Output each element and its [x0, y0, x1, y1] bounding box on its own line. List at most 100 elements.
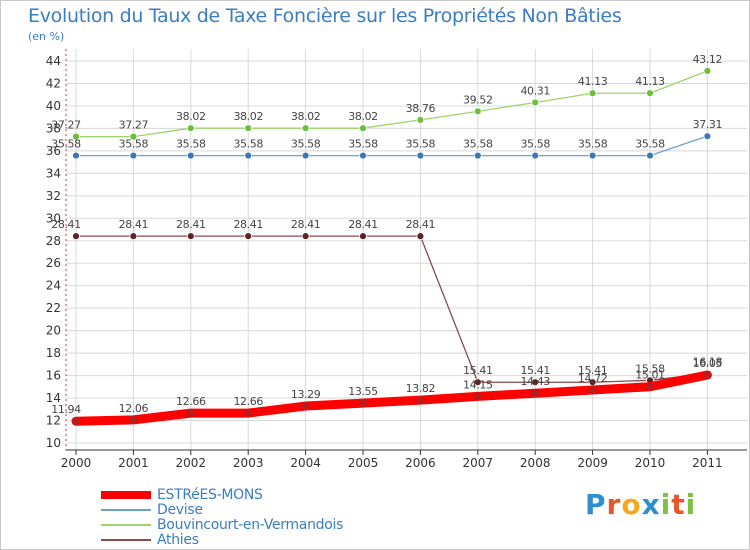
data-label: 28.41 [291, 218, 321, 231]
data-point [244, 151, 253, 160]
data-label: 35.58 [291, 138, 321, 151]
data-label: 37.27 [51, 119, 81, 132]
legend-label: Bouvincourt-en-Vermandois [157, 516, 344, 533]
y-tick-label: 44 [46, 54, 61, 68]
data-point [359, 399, 367, 408]
data-point [359, 232, 367, 241]
legend-label: Athies [157, 531, 199, 548]
data-point [473, 107, 482, 116]
data-point [531, 98, 540, 107]
y-tick-label: 38 [46, 121, 61, 135]
data-point [129, 415, 138, 424]
data-point [72, 417, 80, 426]
y-tick-label: 26 [46, 256, 61, 270]
data-label: 28.41 [233, 218, 263, 231]
data-label: 38.02 [291, 110, 321, 123]
data-label: 15.41 [520, 364, 550, 377]
data-point [646, 151, 654, 160]
x-tick-label: 2000 [61, 456, 92, 470]
data-label: 14.72 [578, 372, 608, 385]
data-point [531, 151, 540, 160]
data-label: 35.58 [348, 138, 378, 151]
data-point [646, 89, 654, 98]
data-point [244, 409, 253, 418]
data-label: 38.76 [406, 102, 436, 115]
series-line-athies [75, 235, 709, 383]
data-point [646, 382, 654, 391]
y-tick-label: 12 [46, 414, 61, 428]
data-label: 41.13 [635, 75, 665, 88]
data-label: 28.41 [119, 218, 149, 231]
data-label: 35.58 [119, 138, 149, 151]
data-point [186, 151, 195, 160]
data-point [72, 151, 80, 160]
data-label: 35.58 [463, 138, 493, 151]
data-label: 14.15 [463, 378, 493, 391]
y-tick-label: 22 [46, 301, 61, 315]
y-tick-label: 40 [46, 99, 61, 113]
y-tick-label: 28 [46, 234, 61, 248]
data-label: 15.41 [578, 364, 608, 377]
data-label: 35.58 [406, 138, 436, 151]
data-point [129, 232, 138, 241]
data-label: 38.02 [348, 110, 378, 123]
data-point [588, 151, 597, 160]
data-label: 12.06 [119, 402, 149, 415]
data-label: 15.01 [635, 369, 665, 382]
y-tick-label: 36 [46, 144, 61, 158]
y-tick-label: 42 [46, 76, 61, 90]
y-tick-label: 24 [46, 279, 61, 293]
legend-item: Athies [101, 531, 343, 548]
data-point [416, 115, 425, 124]
data-point [703, 371, 712, 380]
x-tick-label: 2005 [348, 456, 379, 470]
data-label: 28.41 [406, 218, 436, 231]
data-label: 43.12 [693, 53, 723, 66]
data-label: 37.31 [693, 118, 723, 131]
data-label: 38.02 [176, 110, 206, 123]
data-point [416, 151, 425, 160]
data-label: 11.94 [51, 403, 81, 416]
data-label: 35.58 [578, 138, 608, 151]
logo-letter: t [671, 488, 686, 521]
y-tick-label: 16 [46, 369, 61, 383]
data-label: 38.02 [233, 110, 263, 123]
data-label: 13.55 [348, 385, 378, 398]
data-point [588, 89, 597, 98]
data-point [244, 124, 253, 133]
data-point [531, 378, 540, 387]
data-label: 12.66 [176, 395, 206, 408]
y-tick-label: 20 [46, 324, 61, 338]
series-line-bouvincourt-en-vermandois [75, 70, 709, 138]
x-tick-label: 2011 [692, 456, 723, 470]
legend-swatch [101, 508, 151, 511]
data-point [186, 124, 195, 133]
legend-item: Devise [101, 501, 343, 518]
data-point [301, 402, 310, 411]
data-label: 28.41 [176, 218, 206, 231]
data-label: 40.31 [520, 84, 550, 97]
data-label: 12.66 [233, 395, 263, 408]
data-point [301, 232, 310, 241]
logo-letter: P [585, 488, 607, 521]
data-point [588, 385, 597, 394]
legend-item: Bouvincourt-en-Vermandois [101, 516, 344, 533]
x-tick-label: 2007 [463, 456, 494, 470]
series-line-estr-es-mons [71, 370, 712, 426]
data-label: 37.27 [119, 119, 149, 132]
data-label: 28.41 [51, 218, 81, 231]
data-point [416, 232, 425, 241]
data-label: 35.58 [520, 138, 550, 151]
legend-label: Devise [157, 501, 203, 518]
x-tick-label: 2004 [290, 456, 321, 470]
data-point [473, 378, 482, 387]
data-label: 16.05 [693, 357, 723, 370]
series-line-devise [75, 135, 709, 157]
data-label: 16.18 [693, 356, 723, 369]
legend-swatch [101, 538, 151, 541]
legend-item: ESTRéES-MONS [101, 487, 343, 503]
y-tick-label: 32 [46, 189, 61, 203]
data-label: 35.58 [635, 138, 665, 151]
x-tick-label: 2003 [233, 456, 264, 470]
data-point [301, 151, 310, 160]
